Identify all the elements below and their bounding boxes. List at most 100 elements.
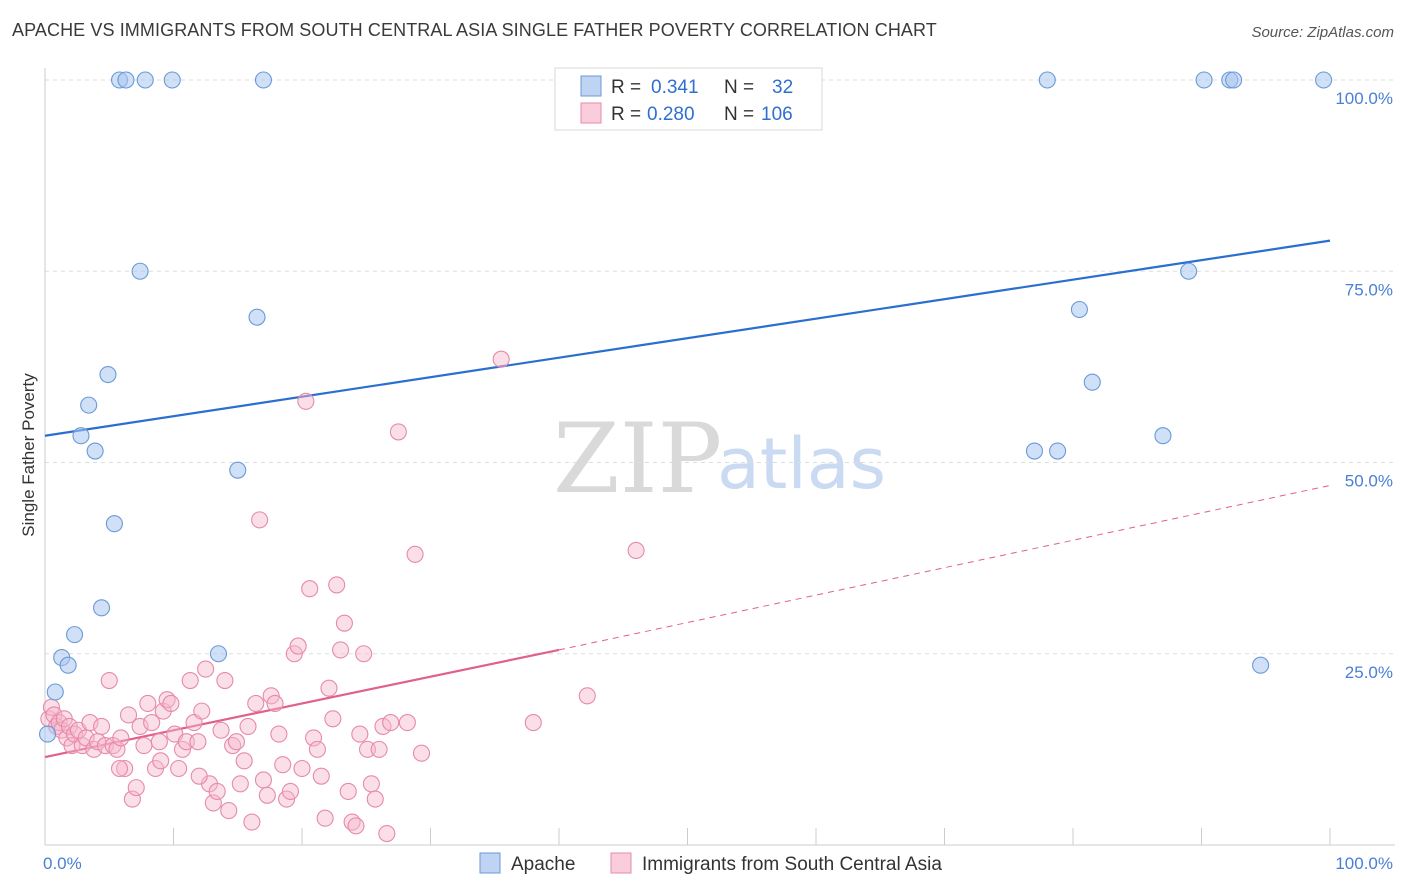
apache-point — [1025, 442, 1043, 460]
apache-point — [105, 515, 123, 533]
apache-point — [163, 71, 181, 89]
immigrants-point — [320, 679, 338, 697]
legend-n-value-immigrants: 106 — [761, 104, 793, 125]
legend-r-label-apache: R = — [611, 77, 641, 98]
immigrants-point — [227, 733, 246, 751]
apache-point — [80, 396, 98, 414]
bottom-legend-swatch-apache — [479, 852, 501, 874]
immigrants-point — [181, 671, 199, 690]
immigrants-point — [208, 782, 226, 801]
apache-point — [1038, 71, 1056, 89]
legend-swatch-apache — [580, 75, 602, 97]
y-tick-label: 100.0% — [1335, 89, 1393, 108]
apache-point — [1252, 656, 1270, 674]
legend-swatch-immigrants — [580, 102, 602, 124]
legend-r-value-immigrants: 0.280 — [647, 104, 695, 125]
immigrants-point — [293, 759, 311, 778]
immigrants-point — [170, 759, 188, 778]
immigrants-point — [578, 687, 596, 705]
immigrants-point — [152, 752, 170, 770]
immigrants-point — [116, 759, 134, 778]
immigrants-point — [312, 767, 330, 785]
immigrants-point — [351, 725, 369, 743]
apache-point — [1225, 71, 1243, 89]
series-legend: Apache Immigrants from South Central Asi… — [479, 852, 942, 875]
source-credit: Source: ZipAtlas.com — [1251, 24, 1394, 41]
immigrants-point — [189, 733, 207, 751]
apache-point — [92, 599, 111, 617]
apache-point — [99, 365, 117, 384]
immigrants-point — [406, 545, 424, 563]
series-immigrants-points — [40, 350, 645, 843]
immigrants-point — [627, 541, 645, 560]
axes — [44, 68, 1395, 846]
watermark-atlas: atlas — [717, 423, 886, 505]
immigrants-point — [328, 576, 346, 594]
immigrants-trend-line — [44, 648, 560, 759]
immigrants-point — [110, 759, 129, 778]
immigrants-point — [382, 714, 400, 732]
immigrants-point — [193, 702, 211, 720]
gridlines — [45, 79, 1395, 655]
immigrants-point — [270, 725, 288, 743]
immigrants-point — [197, 660, 215, 678]
immigrants-point — [239, 717, 257, 735]
immigrants-point — [127, 779, 145, 797]
immigrants-point — [243, 813, 261, 831]
y-tick-label: 75.0% — [1345, 280, 1393, 299]
immigrants-point — [331, 641, 350, 659]
trend-lines — [44, 239, 1331, 759]
immigrants-point — [231, 775, 249, 793]
apache-point — [1154, 427, 1172, 445]
immigrants-point — [251, 511, 269, 529]
immigrants-point — [92, 717, 111, 735]
immigrants-point — [100, 671, 118, 690]
immigrants-point — [285, 645, 303, 663]
apache-point — [248, 308, 266, 326]
immigrants-point — [324, 710, 342, 728]
immigrants-point — [274, 756, 292, 774]
legend-n-value-apache: 32 — [772, 77, 793, 98]
immigrants-point — [308, 740, 326, 758]
immigrants-point — [316, 809, 334, 827]
immigrants-point — [366, 790, 384, 808]
y-tick-label: 25.0% — [1345, 663, 1393, 682]
immigrants-point — [266, 694, 284, 713]
immigrants-point — [135, 736, 153, 755]
stats-legend: R = 0.341 N = 32 R = 0.280 N = 106 — [554, 67, 823, 131]
legend-r-label-immigrants: R = — [611, 104, 641, 125]
immigrants-point — [339, 782, 357, 801]
immigrants-point — [112, 729, 130, 747]
immigrants-point — [362, 775, 380, 793]
immigrants-point — [370, 740, 388, 758]
immigrants-point — [212, 721, 230, 739]
immigrants-point — [398, 714, 416, 732]
immigrants-point — [262, 687, 280, 705]
immigrants-point — [355, 645, 373, 663]
immigrants-point — [524, 714, 542, 732]
immigrants-point — [150, 733, 168, 751]
immigrants-point — [492, 350, 510, 368]
immigrants-point — [216, 671, 234, 690]
legend-n-label-apache: N = — [724, 77, 754, 98]
immigrants-point — [119, 706, 138, 724]
immigrants-point — [378, 824, 396, 843]
apache-point — [117, 71, 135, 89]
bottom-legend-label-apache: Apache — [511, 854, 575, 875]
series-apache-points — [39, 71, 1333, 743]
bottom-legend-swatch-immigrants — [610, 852, 632, 874]
watermark-zip: ZIP — [553, 403, 722, 515]
apache-point — [1049, 442, 1067, 460]
apache-point — [86, 442, 104, 460]
watermark: ZIP atlas — [553, 403, 886, 515]
apache-point — [1315, 71, 1333, 89]
immigrants-point — [374, 717, 392, 735]
apache-point — [72, 427, 90, 445]
chart-title: APACHE VS IMMIGRANTS FROM SOUTH CENTRAL … — [12, 20, 937, 40]
immigrants-point — [358, 740, 377, 758]
x-tick-label: 0.0% — [43, 854, 82, 873]
legend-r-value-apache: 0.341 — [651, 77, 699, 98]
immigrants-point — [389, 423, 407, 441]
apache-point — [46, 683, 64, 701]
